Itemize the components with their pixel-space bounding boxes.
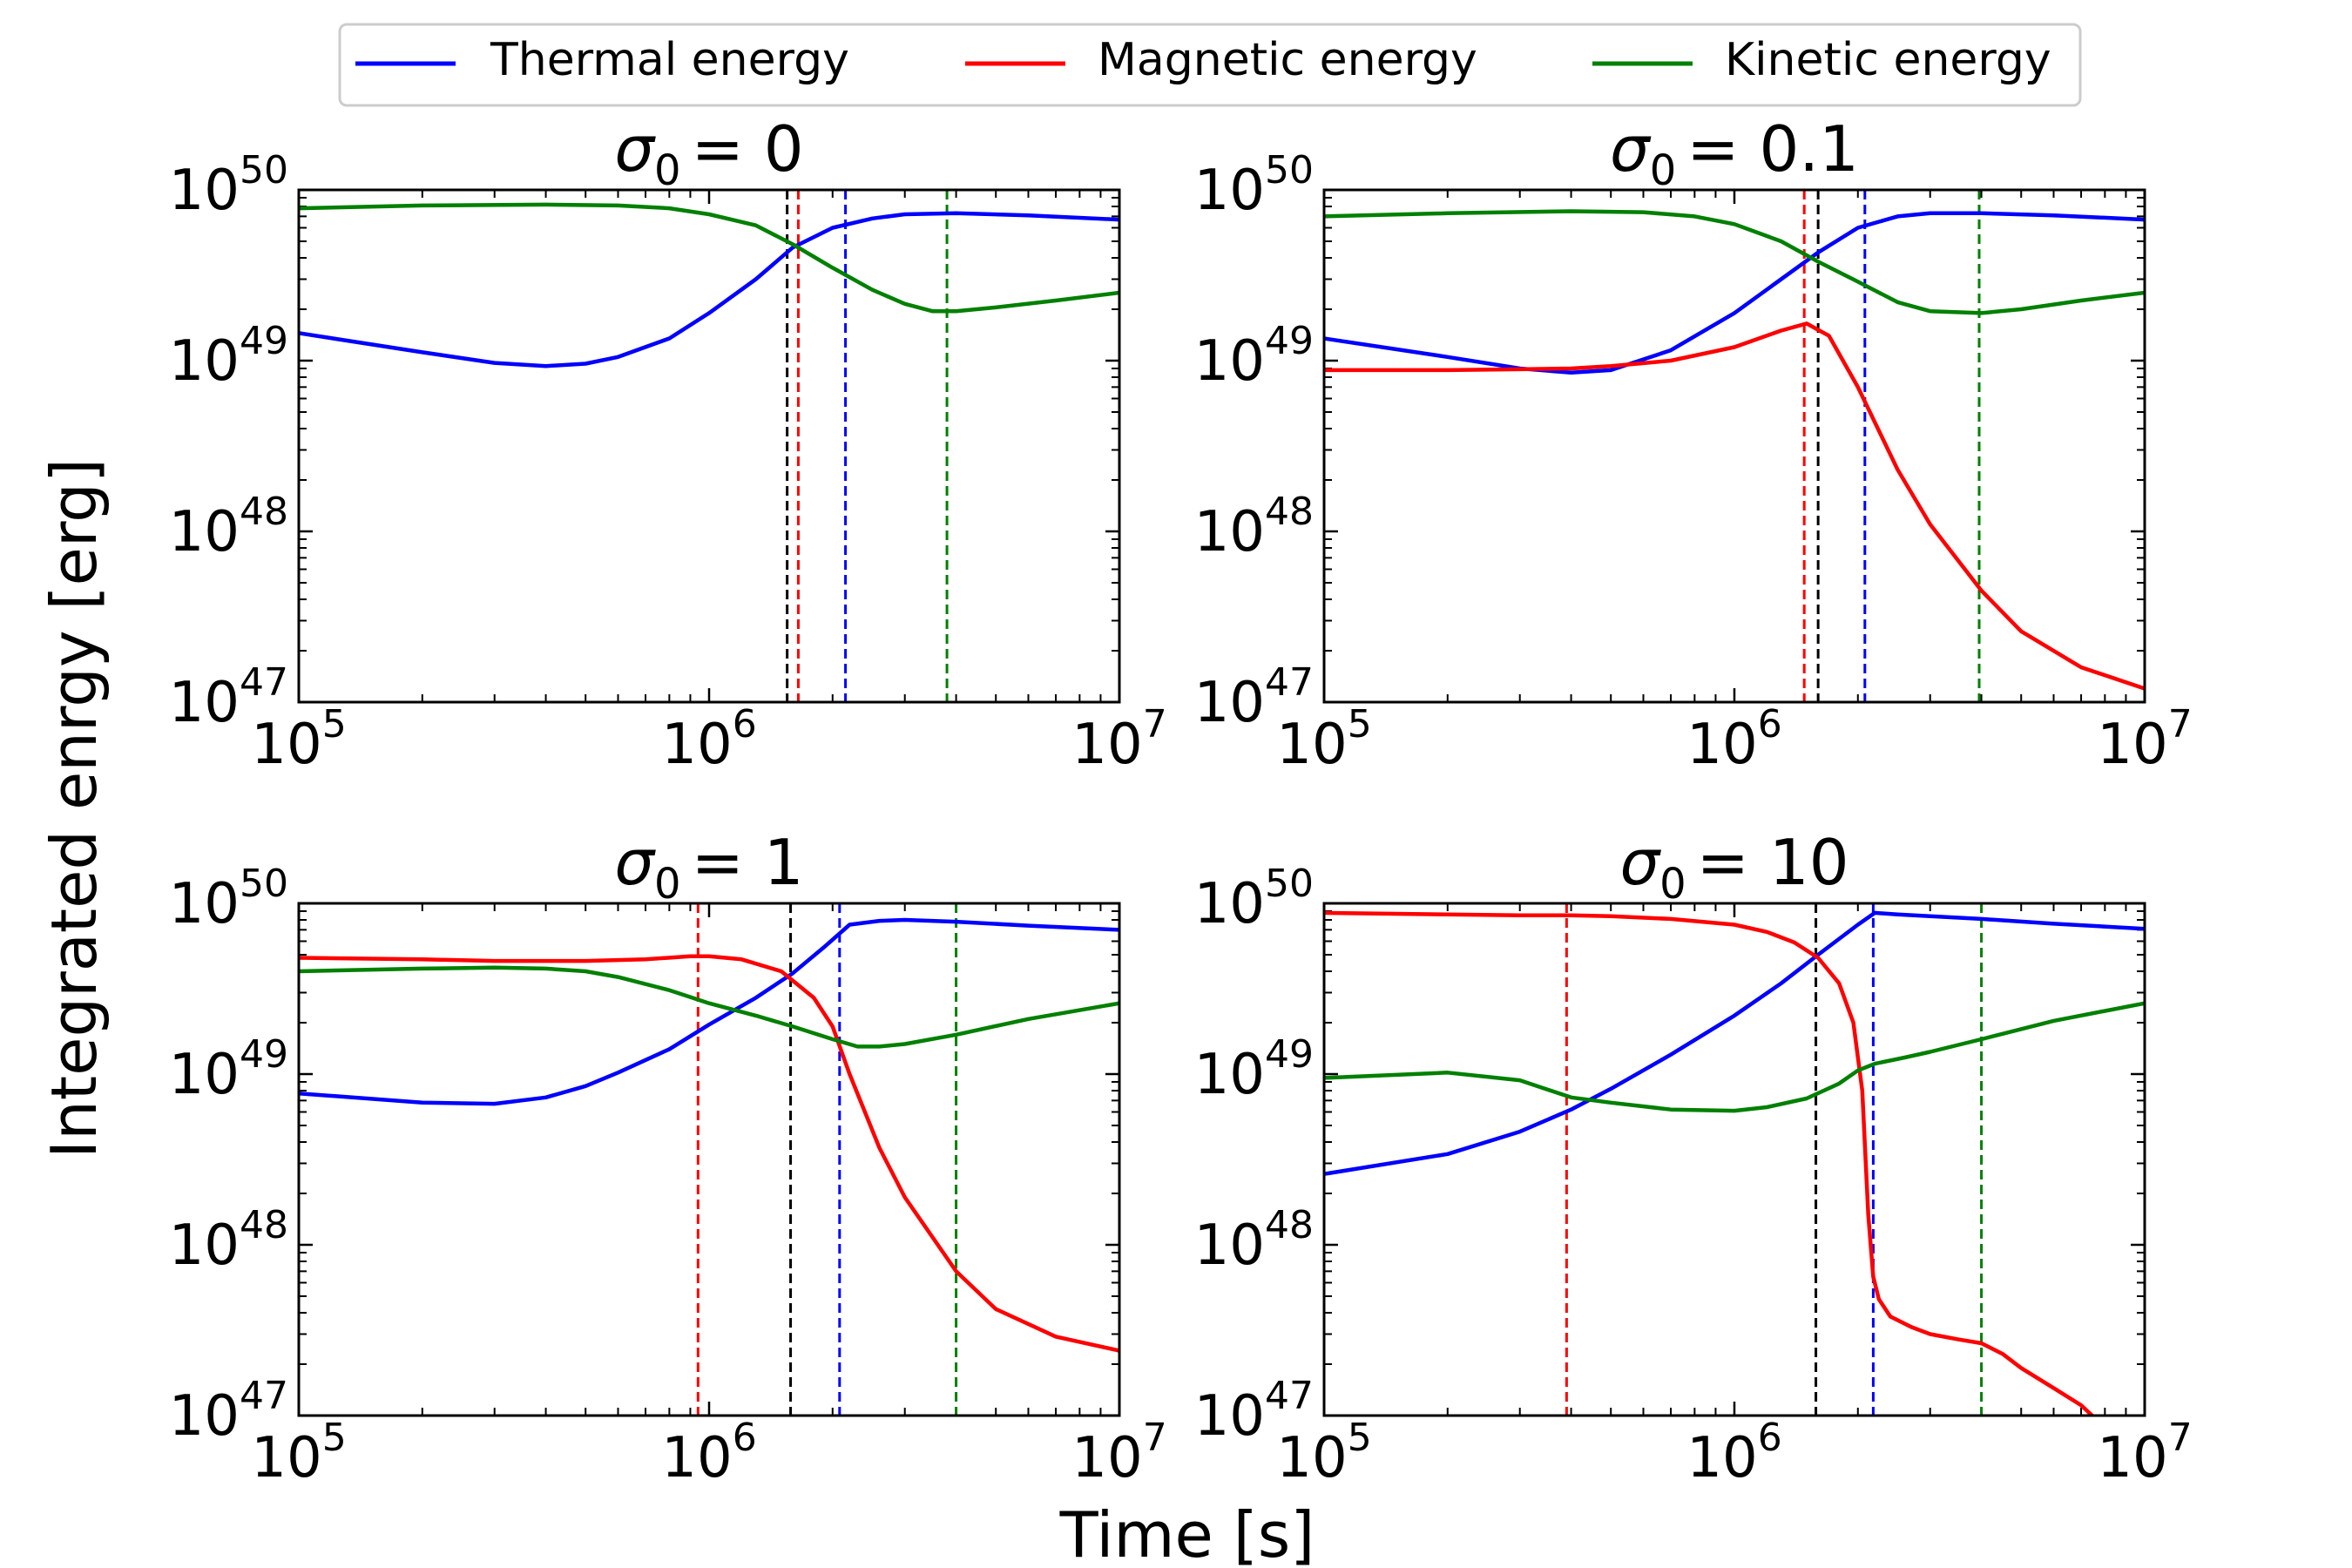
series-line-kinetic-energy	[1324, 209, 2145, 315]
subplot-title: σ0 = 0.1	[1610, 112, 1859, 195]
y-tick-label: 1047	[1194, 1374, 1314, 1449]
subplot-sigma-0: σ0 = 0 105 106 107 1047 1048 1049 1050	[169, 112, 1167, 777]
y-tick-label: 1048	[169, 490, 288, 564]
y-tick-label: 1050	[169, 862, 288, 936]
x-tick-label: 106	[661, 702, 756, 777]
subplot-sigma-1: σ0 = 1 105 106 107 1047 1048 1049 1050	[169, 826, 1167, 1490]
y-tick-label: 1048	[1194, 490, 1314, 564]
legend-frame	[338, 23, 2082, 107]
y-tick-label: 1049	[1194, 319, 1314, 394]
plot-frame	[297, 188, 1121, 704]
y-tick-label: 1049	[169, 1032, 288, 1107]
series-line-magnetic-energy	[299, 954, 1119, 1353]
y-tick-label: 1049	[169, 319, 288, 394]
title-symbol: σ	[1619, 826, 1661, 899]
series-line-magnetic-energy	[1324, 910, 2095, 1416]
x-tick-label: 106	[1686, 702, 1781, 777]
title-value: = 0.1	[1686, 112, 1859, 186]
legend-label-magnetic: Magnetic energy	[1098, 34, 1477, 86]
subplot-title: σ0 = 0	[614, 112, 803, 195]
series-line-thermal-energy	[1324, 910, 2145, 1176]
y-tick-label: 1048	[169, 1203, 288, 1278]
title-symbol: σ	[1610, 112, 1652, 186]
plot-frame	[1322, 902, 2146, 1417]
title-subscript: 0	[1659, 860, 1686, 909]
x-tick-label: 105	[1276, 1416, 1371, 1490]
x-axis-label: Time [s]	[1059, 1498, 1315, 1568]
y-tick-label: 1047	[1194, 660, 1314, 735]
y-tick-label: 1047	[169, 1374, 288, 1449]
x-tick-label: 106	[1686, 1416, 1781, 1490]
y-tick-label: 1050	[169, 148, 288, 223]
y-axis-label: Integrated enrgy [erg]	[37, 458, 111, 1159]
x-tick-label: 107	[1071, 702, 1166, 777]
title-subscript: 0	[654, 860, 681, 909]
title-value: = 0	[692, 112, 804, 186]
subplot-sigma-10: σ0 = 10 105 106 107 1047 1048 1049 1050	[1194, 826, 2193, 1490]
title-subscript: 0	[1650, 146, 1677, 195]
x-tick-label: 106	[661, 1416, 756, 1490]
x-tick-label: 105	[251, 1416, 346, 1490]
title-subscript: 0	[654, 146, 681, 195]
title-value: = 10	[1697, 826, 1849, 899]
subplot-sigma-0.1: σ0 = 0.1 105 106 107 1047 1048 1049 1050	[1194, 112, 2193, 777]
y-tick-label: 1048	[1194, 1203, 1314, 1278]
plot-frame	[297, 902, 1121, 1417]
x-tick-label: 107	[2097, 702, 2192, 777]
series-line-kinetic-energy	[299, 202, 1119, 314]
series-line-kinetic-energy	[1324, 1001, 2145, 1113]
legend: Thermal energy Magnetic energy Kinetic e…	[338, 23, 2082, 107]
title-symbol: σ	[614, 112, 656, 186]
series-line-thermal-energy	[299, 211, 1119, 368]
series-line-magnetic-energy	[1324, 321, 2145, 691]
plot-frame	[1322, 188, 2146, 704]
series-line-kinetic-energy	[299, 965, 1119, 1049]
series-line-thermal-energy	[299, 917, 1119, 1106]
title-symbol: σ	[614, 826, 656, 899]
legend-label-kinetic: Kinetic energy	[1725, 34, 2051, 86]
y-tick-label: 1047	[169, 660, 288, 735]
legend-label-thermal: Thermal energy	[490, 34, 849, 86]
x-tick-label: 107	[2097, 1416, 2192, 1490]
y-tick-label: 1050	[1194, 148, 1314, 223]
x-tick-label: 105	[1276, 702, 1371, 777]
x-tick-label: 107	[1071, 1416, 1166, 1490]
subplot-title: σ0 = 10	[1619, 826, 1848, 909]
y-tick-label: 1049	[1194, 1032, 1314, 1107]
x-tick-label: 105	[251, 702, 346, 777]
title-value: = 1	[692, 826, 804, 899]
subplot-title: σ0 = 1	[614, 826, 803, 909]
y-tick-label: 1050	[1194, 862, 1314, 936]
